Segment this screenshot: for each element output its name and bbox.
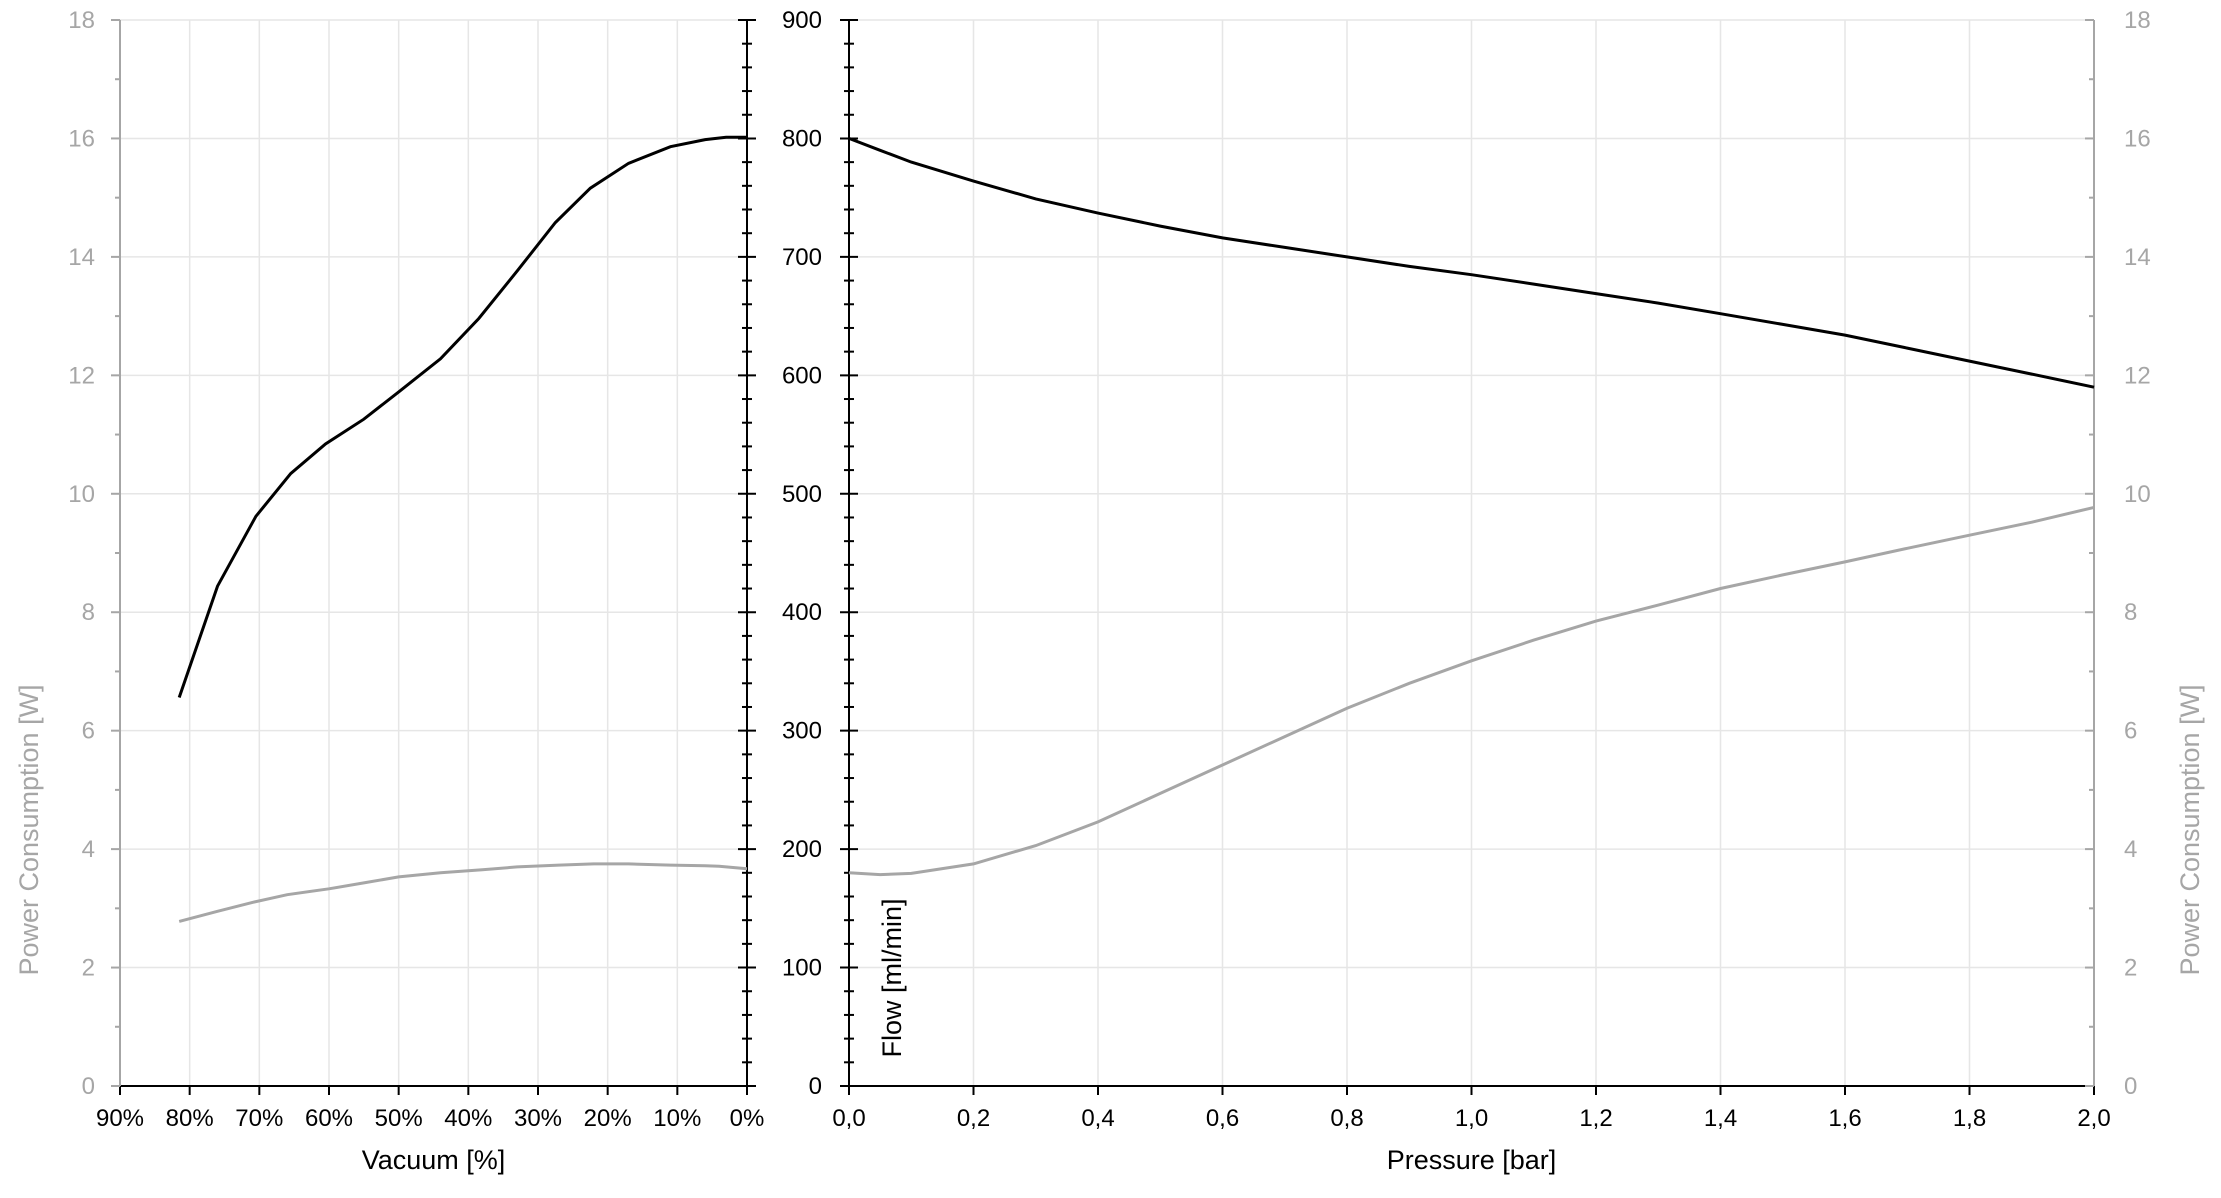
power-tick-label: 16 (68, 125, 95, 152)
power-tick-label: 0 (2124, 1073, 2137, 1100)
x-tick-label: 10% (653, 1105, 701, 1132)
x-tick-label: 70% (235, 1105, 283, 1132)
flow-tick-label: 100 (782, 955, 822, 982)
flow-tick-label: 500 (782, 481, 822, 508)
power-tick-label: 6 (2124, 718, 2137, 745)
flow-tick-label: 700 (782, 244, 822, 271)
labels-layer: 90% 80% 70% 60% 50% 40% 30% 20% 10% 0% Vacuum [%] 0… (14, 7, 2205, 1175)
power-tick-label: 12 (2124, 362, 2151, 389)
power-tick-label: 6 (82, 718, 95, 745)
power-tick-label: 2 (82, 955, 95, 982)
power-tick-label: 16 (2124, 125, 2151, 152)
power-tick-label: 14 (68, 244, 95, 271)
x-axis-title: Vacuum [%] (362, 1145, 506, 1175)
flow-axis-title: Flow [ml/min] (877, 898, 907, 1057)
x-tick-label: 60% (305, 1105, 353, 1132)
power-tick-label: 12 (68, 362, 95, 389)
x-tick-label: 40% (444, 1105, 492, 1132)
flow-tick-label: 800 (782, 125, 822, 152)
power-tick-label: 8 (2124, 599, 2137, 626)
x-tick-label: 1,8 (1953, 1105, 1986, 1132)
power-tick-label: 10 (68, 481, 95, 508)
x-tick-label: 80% (166, 1105, 214, 1132)
x-tick-label: 30% (514, 1105, 562, 1132)
x-tick-label: 0% (730, 1105, 765, 1132)
x-tick-label: 1,4 (1704, 1105, 1737, 1132)
flow-series-line (848, 136, 2095, 389)
flow-series-line (177, 135, 747, 698)
grid-layer (120, 19, 2094, 1086)
power-tick-label: 18 (68, 7, 95, 34)
power-tick-label: 2 (2124, 955, 2137, 982)
flow-tick-label: 400 (782, 599, 822, 626)
flow-tick-label: 0 (809, 1073, 822, 1100)
power-tick-label: 4 (82, 836, 95, 863)
x-tick-label: 2,0 (2077, 1105, 2110, 1132)
power-tick-label: 10 (2124, 481, 2151, 508)
x-tick-label: 0,8 (1330, 1105, 1363, 1132)
x-tick-label: 90% (96, 1105, 144, 1132)
x-tick-label: 1,0 (1455, 1105, 1488, 1132)
x-tick-label: 1,6 (1828, 1105, 1861, 1132)
power-tick-label: 18 (2124, 7, 2151, 34)
x-tick-label: 0,2 (957, 1105, 990, 1132)
x-tick-label: 1,2 (1579, 1105, 1612, 1132)
x-tick-label: 0,0 (832, 1105, 865, 1132)
x-tick-label: 50% (375, 1105, 423, 1132)
x-tick-label: 0,6 (1206, 1105, 1239, 1132)
right-power-axis-title: Power Consumption [W] (2175, 684, 2205, 975)
flow-tick-label: 900 (782, 7, 822, 34)
power-tick-label: 0 (82, 1073, 95, 1100)
power-series-line (848, 505, 2095, 877)
power-series-line (178, 862, 748, 923)
x-tick-label: 20% (584, 1105, 632, 1132)
left-power-axis-title: Power Consumption [W] (14, 684, 44, 975)
power-tick-label: 8 (82, 599, 95, 626)
series-layer (177, 135, 2095, 923)
flow-tick-label: 300 (782, 718, 822, 745)
power-tick-label: 4 (2124, 836, 2137, 863)
x-axis-title: Pressure [bar] (1387, 1145, 1557, 1175)
x-tick-label: 0,4 (1081, 1105, 1114, 1132)
flow-tick-label: 200 (782, 836, 822, 863)
power-tick-label: 14 (2124, 244, 2151, 271)
axes-layer (111, 19, 2095, 1095)
flow-tick-label: 600 (782, 362, 822, 389)
